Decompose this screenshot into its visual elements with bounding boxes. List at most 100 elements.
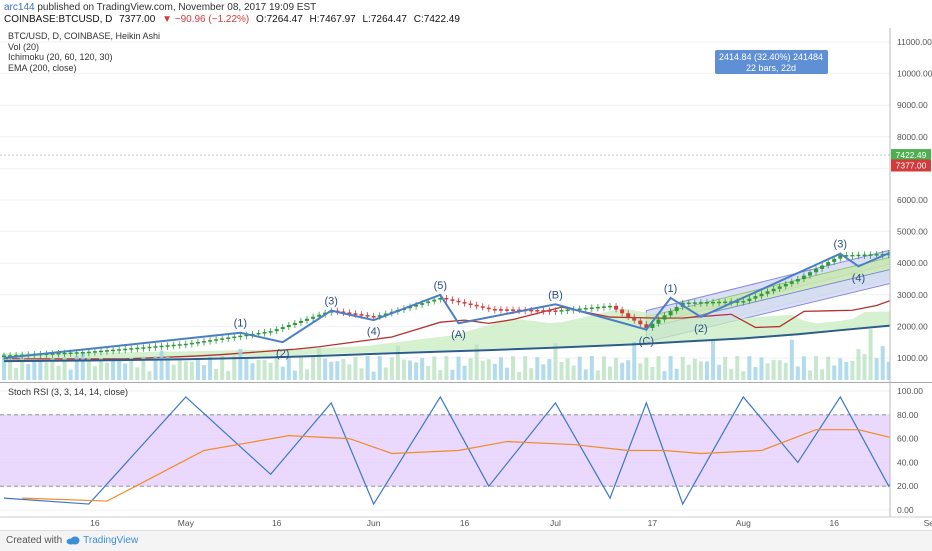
last-price-label: 7377.00 — [896, 160, 927, 170]
measure-label-line1: 2414.84 (32.40%) 241484 — [719, 52, 823, 62]
rsi-tick: 0.00 — [897, 505, 914, 515]
volume-bar — [414, 362, 419, 380]
rsi-tick: 60.00 — [897, 434, 919, 444]
time-tick: 16 — [90, 518, 100, 528]
candle-body — [735, 301, 740, 303]
volume-bar — [729, 368, 734, 380]
candle-body — [214, 339, 219, 341]
volume-bar — [426, 366, 431, 380]
candle-body — [832, 258, 837, 263]
volume-bar — [226, 370, 231, 380]
volume-bar — [371, 371, 376, 380]
author-link[interactable]: arc144 — [4, 2, 35, 13]
volume-bar — [20, 357, 25, 380]
candle-body — [462, 302, 467, 304]
volume-bar — [595, 370, 600, 380]
volume-bar — [723, 356, 728, 380]
candle-body — [783, 283, 788, 287]
wave-label: (2) — [276, 348, 289, 360]
volume-bar — [8, 356, 13, 380]
candle-body — [98, 350, 103, 353]
price-tick: 5000.00 — [897, 227, 928, 237]
volume-bar — [401, 359, 406, 380]
last-price: 7377.00 — [119, 14, 156, 25]
time-tick: Jun — [367, 518, 381, 528]
rsi-band — [0, 414, 890, 487]
volume-bar — [692, 358, 697, 380]
volume-bar — [874, 358, 879, 380]
publish-line: arc144 published on TradingView.com, Nov… — [4, 2, 316, 13]
candle-body — [498, 309, 503, 311]
volume-bar — [547, 359, 552, 380]
volume-bar — [571, 365, 576, 380]
volume-bar — [238, 348, 243, 380]
candle-body — [698, 302, 703, 304]
candle-body — [589, 307, 594, 309]
candle-body — [189, 342, 194, 345]
volume-bar — [704, 361, 709, 380]
candle-body — [147, 346, 152, 349]
indicator-lines — [3, 324, 890, 363]
symbol-label[interactable]: COINBASE:BTCUSD, D — [4, 14, 113, 25]
candle-body — [8, 355, 13, 357]
time-tick: Jul — [550, 518, 561, 528]
candle-body — [268, 331, 273, 333]
open-value: O:7264.47 — [256, 14, 303, 25]
rsi-tick: 80.00 — [897, 410, 919, 420]
candle-body — [614, 305, 619, 310]
price-chart[interactable]: (1)(2)(3)(4)(5)(A)(B)(C)(1)(2)(3)(4)(5)(… — [0, 0, 932, 530]
wave-label: (3) — [325, 296, 338, 308]
volume-bar — [117, 359, 122, 380]
volume-bar — [317, 347, 322, 380]
volume-bar — [838, 358, 843, 380]
candle-body — [807, 272, 812, 276]
volume-bar — [183, 361, 188, 380]
candle-body — [826, 262, 831, 266]
tradingview-cloud-icon — [66, 536, 80, 545]
candle-body — [432, 299, 437, 302]
candle-body — [668, 311, 673, 316]
measure-label-bg — [715, 50, 828, 74]
wave-label: (C) — [639, 336, 654, 348]
volume-bar — [2, 354, 6, 380]
candle-body — [68, 352, 73, 354]
legend-ichimoku[interactable]: Ichimoku (20, 60, 120, 30) — [8, 52, 113, 62]
price-tick: 2000.00 — [897, 321, 928, 331]
tradingview-brand[interactable]: TradingView — [83, 535, 139, 546]
candle-body — [565, 309, 570, 312]
volume-bar — [214, 368, 219, 380]
volume-bar — [395, 345, 400, 380]
rsi-tick: 40.00 — [897, 457, 919, 467]
candle-body — [274, 329, 279, 332]
candle-body — [311, 316, 316, 319]
volume-bar — [389, 357, 394, 380]
volume-bar — [111, 360, 116, 380]
volume-bar — [165, 356, 170, 380]
legend-ema[interactable]: EMA (200, close) — [8, 62, 77, 73]
price-tick: 8000.00 — [897, 132, 928, 142]
legend-volume[interactable]: Vol (20) — [8, 41, 40, 52]
volume-bar — [201, 365, 206, 380]
volume-bar — [783, 362, 788, 380]
candle-body — [280, 327, 285, 330]
candle-body — [50, 353, 55, 355]
candle-body — [80, 351, 85, 354]
volume-bar — [50, 358, 55, 380]
volume-bar — [220, 356, 225, 380]
volume-bar — [262, 360, 267, 380]
candle-body — [317, 314, 322, 317]
volume-bar — [626, 360, 631, 380]
candle-body — [286, 324, 291, 328]
rsi-legend[interactable]: Stoch RSI (3, 3, 14, 14, close) — [8, 387, 129, 397]
candle-body — [559, 310, 564, 312]
time-tick: 16 — [829, 518, 839, 528]
wave-label: (1) — [664, 283, 677, 295]
volume-bar — [353, 357, 358, 380]
volume-bar — [735, 356, 740, 380]
volume-bar — [468, 358, 473, 380]
candle-body — [795, 279, 800, 282]
candle-body — [262, 332, 267, 334]
candle-body — [92, 351, 97, 353]
volume-bar — [741, 371, 746, 380]
